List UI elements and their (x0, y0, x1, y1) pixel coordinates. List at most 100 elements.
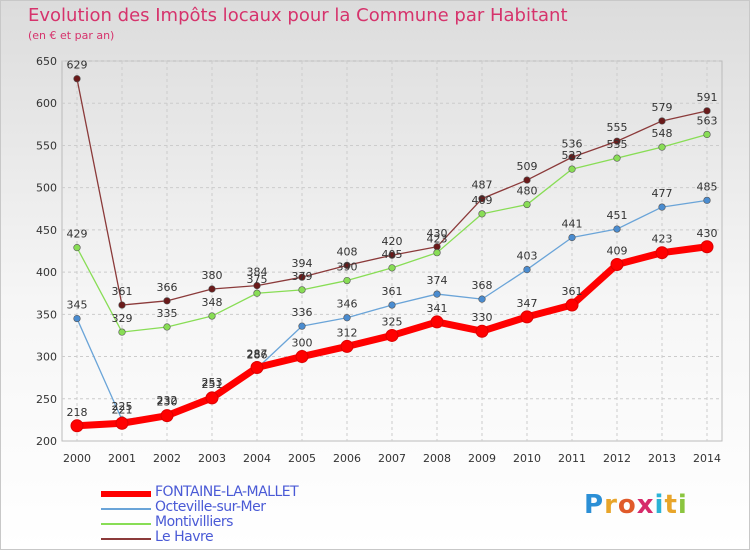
data-label: 591 (697, 91, 718, 104)
legend-swatch-3 (101, 538, 151, 540)
data-label: 477 (652, 187, 673, 200)
data-label: 430 (697, 227, 718, 240)
chart-subtitle: (en € et par an) (28, 29, 115, 42)
data-label: 535 (607, 138, 628, 151)
x-tick-label: 2012 (603, 452, 631, 465)
data-label: 230 (157, 396, 178, 409)
series-0-point-2 (160, 409, 174, 423)
data-label: 480 (517, 185, 538, 198)
data-label: 218 (67, 406, 88, 419)
x-tick-label: 2007 (378, 452, 406, 465)
logo-letter: t (664, 490, 678, 520)
x-tick-label: 2009 (468, 452, 496, 465)
data-label: 336 (292, 306, 313, 319)
x-tick-label: 2014 (693, 452, 721, 465)
series-0-point-12 (610, 258, 624, 272)
y-tick-label: 450 (36, 224, 57, 237)
data-label: 341 (427, 302, 448, 315)
series-3-point-4 (253, 282, 261, 290)
x-tick-label: 2001 (108, 452, 136, 465)
y-tick-label: 500 (36, 182, 57, 195)
legend-label-1: Octeville-sur-Mer (155, 499, 266, 515)
series-2-point-7 (388, 264, 396, 272)
data-label: 420 (382, 235, 403, 248)
data-label: 329 (112, 312, 133, 325)
data-label: 251 (202, 378, 223, 391)
logo-letter: P (584, 490, 605, 520)
data-label: 536 (562, 137, 583, 150)
legend-item-1[interactable]: Octeville-sur-Mer (101, 499, 361, 515)
data-label: 548 (652, 127, 673, 140)
y-tick-label: 600 (36, 97, 57, 110)
data-label: 347 (517, 297, 538, 310)
logo-letter: x (636, 490, 655, 520)
series-3-point-12 (613, 137, 621, 145)
y-tick-label: 300 (36, 351, 57, 364)
axis-layer: 200 250 300 350 400 450 500 550 600 650 2000 2001 20… (36, 55, 721, 465)
y-tick-label: 200 (36, 435, 57, 448)
data-label: 286 (247, 348, 268, 361)
data-label: 380 (202, 269, 223, 282)
data-label: 485 (697, 180, 718, 193)
data-label: 348 (202, 296, 223, 309)
series-0-point-1 (115, 416, 129, 430)
data-label: 423 (427, 233, 448, 246)
legend: FONTAINE-LA-MALLET Octeville-sur-Mer Mon… (101, 484, 361, 545)
data-label: 579 (652, 101, 673, 114)
data-label: 441 (562, 217, 583, 230)
logo-letter: i (654, 490, 665, 520)
data-label: 361 (112, 285, 133, 298)
data-label: 335 (157, 307, 178, 320)
data-label: 379 (292, 270, 313, 283)
x-tick-label: 2008 (423, 452, 451, 465)
series-3-point-1 (118, 301, 126, 309)
data-label: 390 (337, 261, 358, 274)
series-2-point-8 (433, 249, 441, 257)
y-tick-label: 650 (36, 55, 57, 68)
data-label: 430 (427, 227, 448, 240)
logo-letter: o (617, 490, 637, 520)
x-tick-label: 2013 (648, 452, 676, 465)
series-1-point-0 (73, 314, 81, 323)
data-label: 487 (472, 179, 493, 192)
legend-label-0: FONTAINE-LA-MALLET (155, 484, 299, 500)
data-label: 345 (67, 299, 88, 312)
x-tick-label: 2003 (198, 452, 226, 465)
series-2-point-12 (613, 154, 621, 162)
data-label: 325 (382, 315, 403, 328)
series-3-point-11 (568, 153, 576, 161)
series-3-point-14 (703, 107, 711, 115)
x-tick-label: 2004 (243, 452, 271, 465)
legend-label-3: Le Havre (155, 529, 214, 545)
series-1-point-12 (613, 225, 621, 233)
series-3-point-9 (478, 195, 486, 203)
series-3-point-5 (298, 273, 306, 281)
series-0-point-3 (205, 391, 219, 405)
data-label: 423 (652, 233, 673, 246)
y-tick-label: 250 (36, 393, 57, 406)
series-0-point-4 (250, 361, 264, 375)
legend-item-3[interactable]: Le Havre (101, 529, 361, 545)
data-label: 555 (607, 121, 628, 134)
data-label: 375 (247, 273, 268, 286)
data-label: 253 (202, 376, 223, 389)
data-label: 429 (67, 228, 88, 241)
series-1-point-11 (568, 233, 576, 242)
data-label: 563 (697, 114, 718, 127)
series-2-point-0 (73, 244, 81, 252)
series-3-point-3 (208, 285, 216, 293)
data-label: 403 (517, 250, 538, 263)
data-label: 346 (337, 298, 358, 311)
data-label: 409 (607, 245, 628, 258)
series-0-point-11 (565, 298, 579, 312)
series-2-point-13 (658, 143, 666, 151)
grid-layer (62, 60, 722, 441)
logo-letter: i (677, 490, 688, 520)
series-1-point-10 (523, 265, 531, 274)
data-label: 469 (472, 194, 493, 207)
y-tick-label: 400 (36, 266, 57, 279)
legend-item-2[interactable]: Montivilliers (101, 514, 361, 530)
series-3-point-2 (163, 297, 171, 305)
legend-item-0[interactable]: FONTAINE-LA-MALLET (101, 484, 361, 500)
